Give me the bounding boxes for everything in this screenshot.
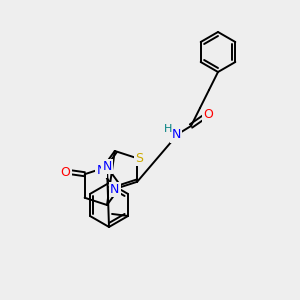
Text: O: O [203,109,213,122]
Text: S: S [135,152,143,165]
Text: O: O [61,166,70,179]
Text: N: N [171,128,181,142]
Text: N: N [110,182,119,196]
Text: H: H [164,124,172,134]
Text: N: N [96,164,106,176]
Text: N: N [102,160,112,173]
